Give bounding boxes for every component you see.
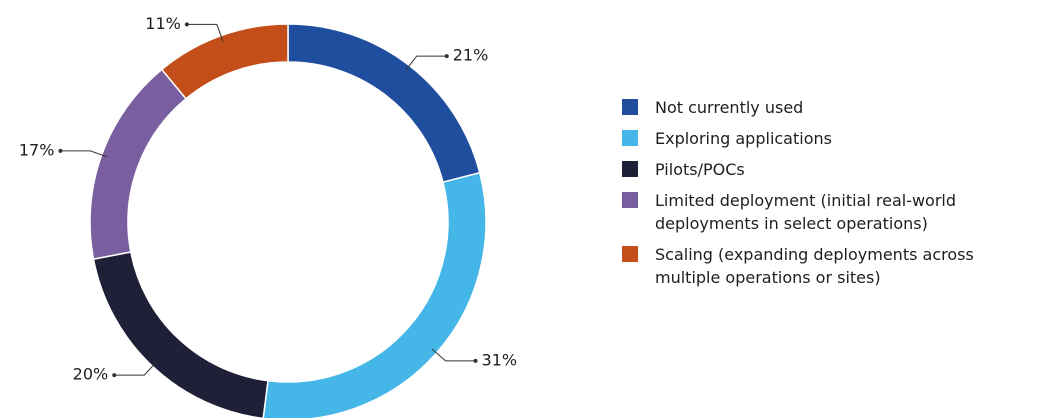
slice-exploring-applications bbox=[262, 171, 487, 418]
leader-dot-exploring-applications bbox=[473, 358, 478, 363]
leader-dot-limited-deployment-initial bbox=[58, 148, 63, 153]
leader-line-exploring-applications bbox=[431, 348, 476, 362]
legend-swatch-pilots-pocs bbox=[622, 161, 638, 177]
legend-item-exploring-applications: Exploring applications bbox=[622, 127, 1052, 150]
slice-not-currently-used bbox=[287, 23, 481, 184]
leader-line-scaling-expanding-deployments bbox=[186, 23, 224, 42]
legend-label-limited-deployment: Limited deployment (initial real-world d… bbox=[655, 191, 957, 233]
legend-swatch-limited-deployment bbox=[622, 192, 638, 208]
legend-label-scaling: Scaling (expanding deployments across mu… bbox=[655, 245, 974, 287]
data-label-limited-deployment-initial: 17% bbox=[19, 140, 55, 159]
leader-dot-not-currently-used bbox=[444, 54, 449, 59]
slice-limited-deployment-initial bbox=[89, 68, 188, 260]
legend-label-pilots-pocs: Pilots/POCs bbox=[655, 160, 745, 179]
legend-swatch-exploring-applications bbox=[622, 130, 638, 146]
slice-scaling-expanding-deployments bbox=[160, 23, 289, 100]
leader-dot-pilots-pocs bbox=[112, 373, 117, 378]
legend-item-scaling: Scaling (expanding deployments across mu… bbox=[622, 243, 1052, 289]
legend-item-pilots-pocs: Pilots/POCs bbox=[622, 158, 1052, 181]
legend: Not currently used Exploring application… bbox=[622, 96, 1052, 297]
legend-swatch-scaling bbox=[622, 246, 638, 262]
slice-pilots-pocs bbox=[92, 251, 269, 418]
donut-chart: 21% 31% 20% 17% 11% bbox=[19, 14, 518, 418]
legend-label-exploring-applications: Exploring applications bbox=[655, 129, 832, 148]
data-label-not-currently-used: 21% bbox=[453, 46, 489, 65]
legend-swatch-not-currently-used bbox=[622, 99, 638, 115]
leader-line-limited-deployment-initial bbox=[60, 150, 108, 158]
data-label-exploring-applications: 31% bbox=[482, 350, 518, 369]
data-label-scaling-expanding-deployments: 11% bbox=[145, 14, 181, 33]
leader-dot-scaling-expanding-deployments bbox=[184, 22, 189, 27]
legend-item-not-currently-used: Not currently used bbox=[622, 96, 1052, 119]
leader-line-pilots-pocs bbox=[114, 361, 157, 376]
data-label-pilots-pocs: 20% bbox=[73, 365, 109, 384]
leader-line-not-currently-used bbox=[405, 55, 447, 71]
legend-item-limited-deployment: Limited deployment (initial real-world d… bbox=[622, 189, 1052, 235]
legend-label-not-currently-used: Not currently used bbox=[655, 98, 804, 117]
